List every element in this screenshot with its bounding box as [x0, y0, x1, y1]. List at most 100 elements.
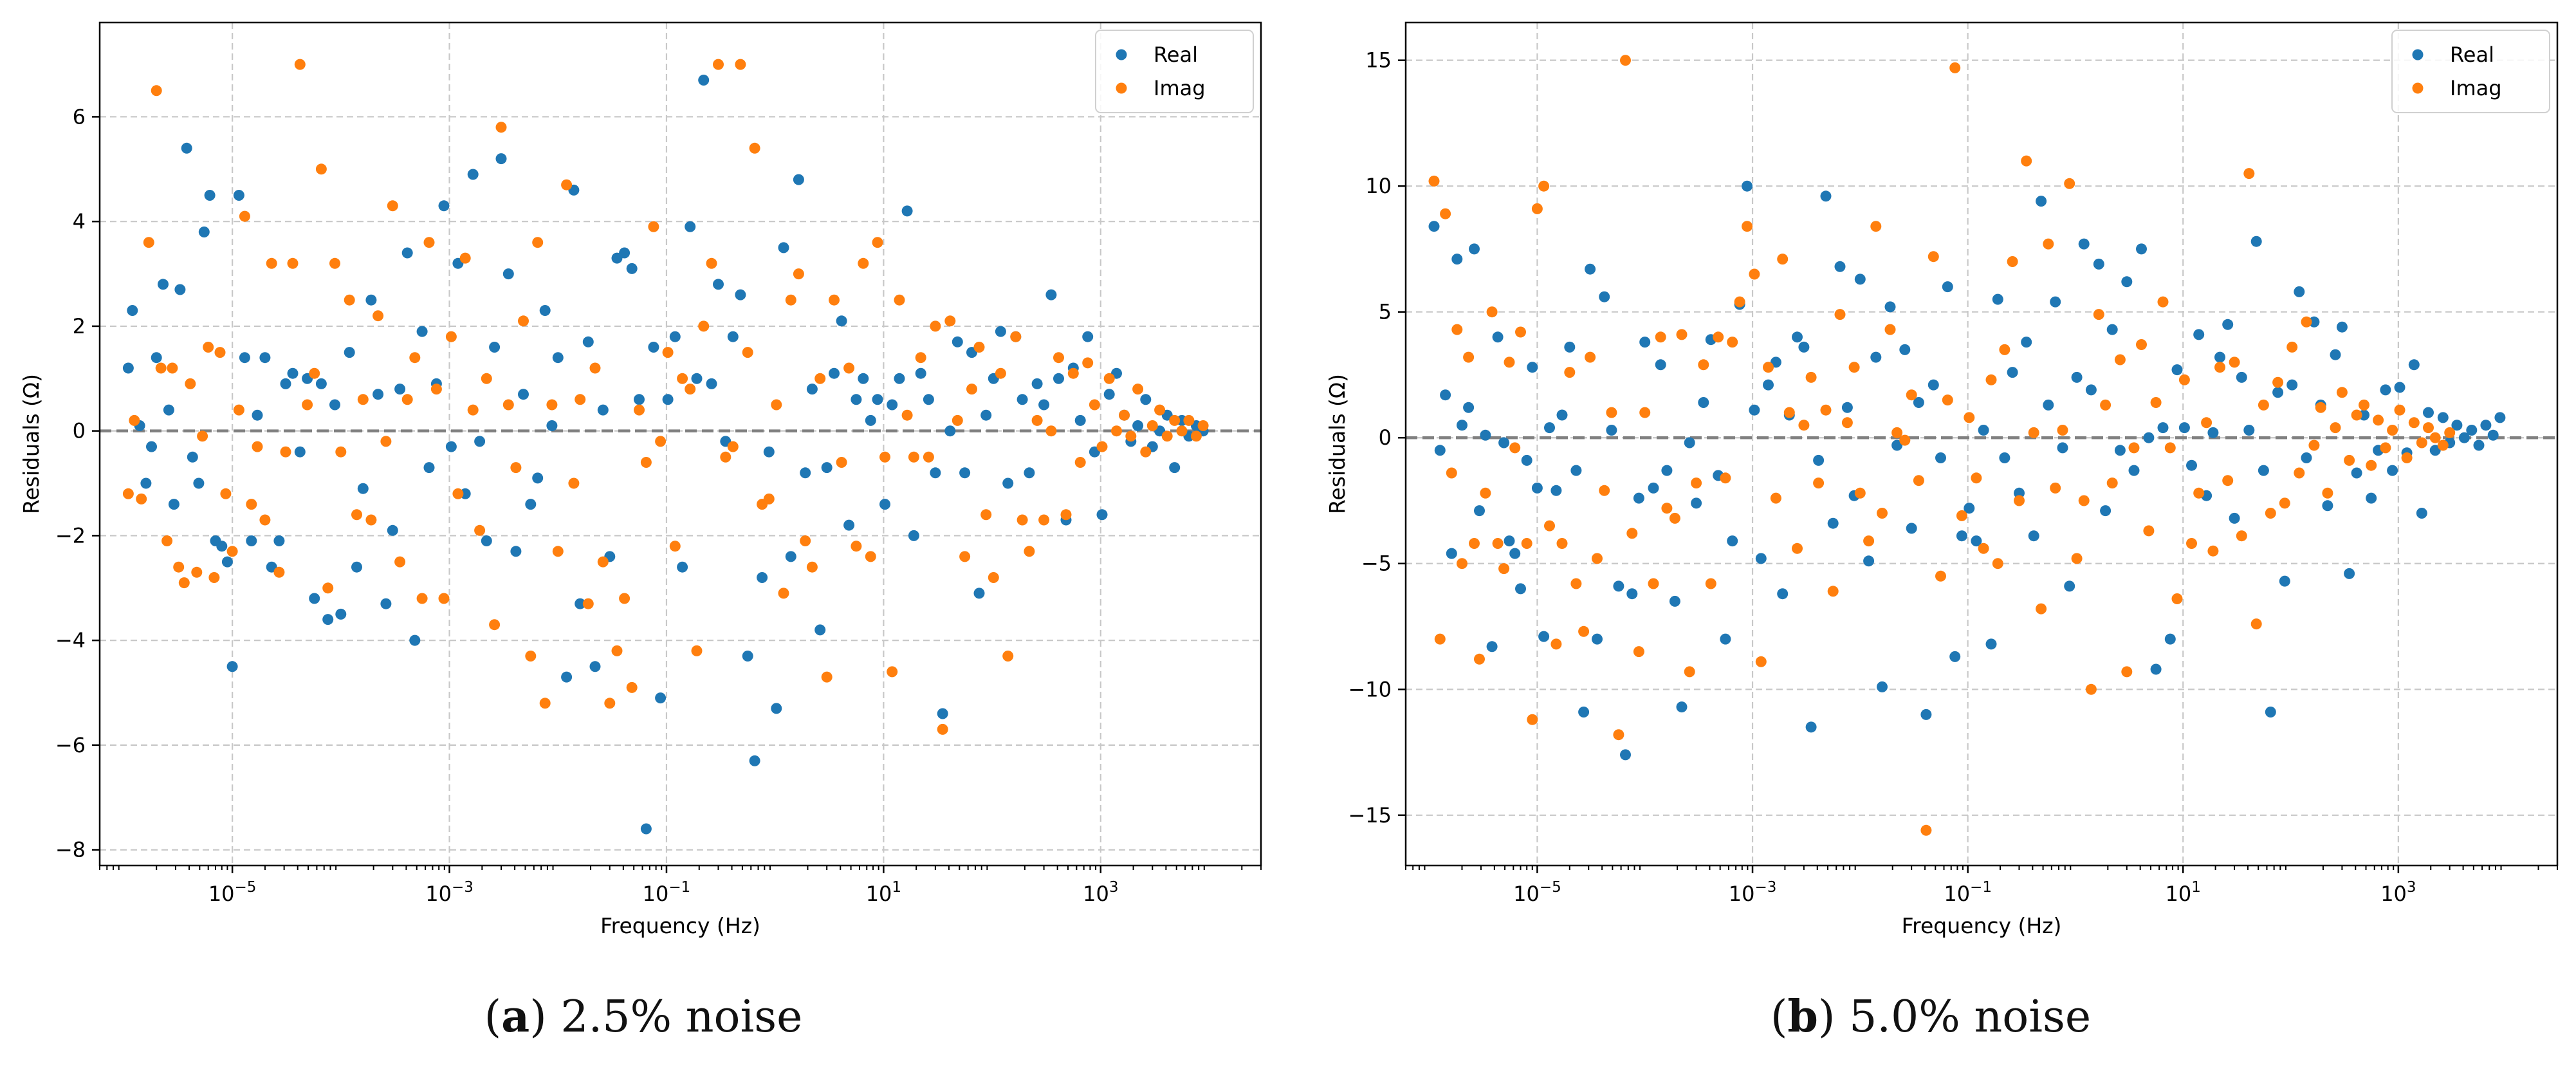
- data-point-real: [467, 169, 479, 180]
- data-point-imag: [915, 352, 926, 364]
- data-point-imag: [1691, 477, 1702, 489]
- panel-label-a: a: [501, 991, 530, 1042]
- data-point-imag: [1742, 221, 1753, 232]
- data-point-imag: [2294, 467, 2305, 479]
- data-point-real: [233, 190, 244, 201]
- data-point-real: [1486, 641, 1498, 653]
- data-point-real: [2351, 467, 2362, 479]
- data-point-real: [1755, 553, 1767, 564]
- data-point-imag: [1474, 653, 1485, 665]
- y-tick-label: 6: [73, 104, 86, 129]
- data-point-imag: [944, 315, 956, 327]
- data-point-real: [2423, 407, 2434, 418]
- data-point-real: [879, 499, 890, 510]
- data-point-real: [915, 367, 926, 379]
- data-point-real: [901, 205, 913, 217]
- data-point-imag: [438, 593, 450, 604]
- data-point-real: [2171, 364, 2183, 376]
- data-point-imag: [1190, 431, 1202, 442]
- data-point-real: [474, 436, 486, 447]
- data-point-real: [1509, 548, 1521, 559]
- data-point-real: [1964, 503, 1975, 514]
- data-point-real: [2121, 276, 2133, 288]
- data-point-real: [2007, 367, 2018, 378]
- data-point-real: [1504, 535, 1515, 547]
- data-point-imag: [1538, 180, 1550, 192]
- data-point-real: [2330, 349, 2341, 360]
- data-point-real: [2294, 286, 2305, 297]
- data-point-imag: [2301, 316, 2312, 328]
- data-point-imag: [365, 514, 377, 526]
- data-point-real: [1002, 477, 1014, 489]
- data-point-real: [525, 499, 537, 510]
- data-point-imag: [2265, 508, 2276, 519]
- data-point-real: [226, 661, 238, 672]
- data-point-real: [1169, 462, 1181, 474]
- data-point-imag: [416, 593, 428, 604]
- data-point-real: [1841, 402, 1853, 413]
- data-point-imag: [1176, 425, 1188, 437]
- data-point-real: [216, 541, 228, 552]
- data-point-real: [351, 561, 362, 573]
- data-point-imag: [937, 723, 948, 735]
- data-point-real: [749, 755, 760, 766]
- data-point-real: [655, 692, 667, 704]
- data-point-real: [582, 336, 594, 347]
- data-point-imag: [1684, 666, 1695, 678]
- data-point-real: [662, 394, 674, 405]
- data-point-imag: [197, 431, 208, 442]
- data-point-imag: [2401, 452, 2413, 463]
- data-point-imag: [698, 320, 710, 332]
- y-tick-label: 4: [73, 209, 86, 234]
- data-point-real: [1045, 289, 1057, 301]
- data-point-imag: [1676, 329, 1688, 340]
- data-point-real: [2085, 384, 2097, 396]
- data-point-imag: [2359, 399, 2369, 411]
- data-point-imag: [1045, 425, 1057, 437]
- data-point-real: [1096, 509, 1108, 521]
- data-point-real: [539, 305, 551, 316]
- data-point-imag: [495, 122, 507, 133]
- data-point-imag: [344, 294, 355, 306]
- data-point-imag: [351, 509, 362, 521]
- y-tick-label: −6: [55, 733, 86, 757]
- data-point-real: [829, 367, 840, 379]
- data-point-imag: [1527, 714, 1538, 725]
- data-point-imag: [829, 294, 840, 306]
- data-point-imag: [980, 509, 992, 521]
- data-point-imag: [1906, 389, 1917, 401]
- data-point-real: [1599, 291, 1610, 302]
- data-point-imag: [161, 535, 173, 546]
- data-point-real: [1434, 445, 1446, 456]
- data-point-real: [294, 446, 306, 458]
- data-point-imag: [1082, 357, 1094, 369]
- data-point-real: [1570, 465, 1582, 476]
- data-point-imag: [1038, 514, 1050, 526]
- data-point-real: [1592, 633, 1603, 645]
- grid: [100, 23, 1261, 866]
- data-point-real: [785, 551, 796, 562]
- data-point-imag: [1854, 487, 1866, 499]
- data-point-imag: [2437, 440, 2449, 451]
- data-point-imag: [1509, 442, 1521, 454]
- data-point-imag: [1498, 563, 1510, 575]
- data-point-imag: [1089, 399, 1100, 411]
- data-point-real: [315, 378, 327, 389]
- data-point-imag: [246, 499, 257, 510]
- data-point-real: [409, 634, 421, 646]
- y-axis-label: Residuals (Ω): [19, 374, 44, 514]
- data-point-imag: [2344, 454, 2355, 466]
- data-point-real: [1655, 359, 1666, 371]
- data-point-real: [1899, 344, 1911, 355]
- legend-marker-imag: [1116, 82, 1127, 94]
- data-point-imag: [1877, 508, 1888, 519]
- data-point-real: [640, 823, 652, 835]
- data-point-imag: [208, 572, 220, 583]
- data-point-real: [1031, 378, 1043, 389]
- data-point-imag: [203, 342, 214, 353]
- data-point-real: [1827, 517, 1839, 529]
- data-point-imag: [259, 514, 271, 526]
- data-point-real: [2458, 432, 2470, 443]
- series-real: [1428, 180, 2506, 761]
- data-point-real: [416, 326, 428, 337]
